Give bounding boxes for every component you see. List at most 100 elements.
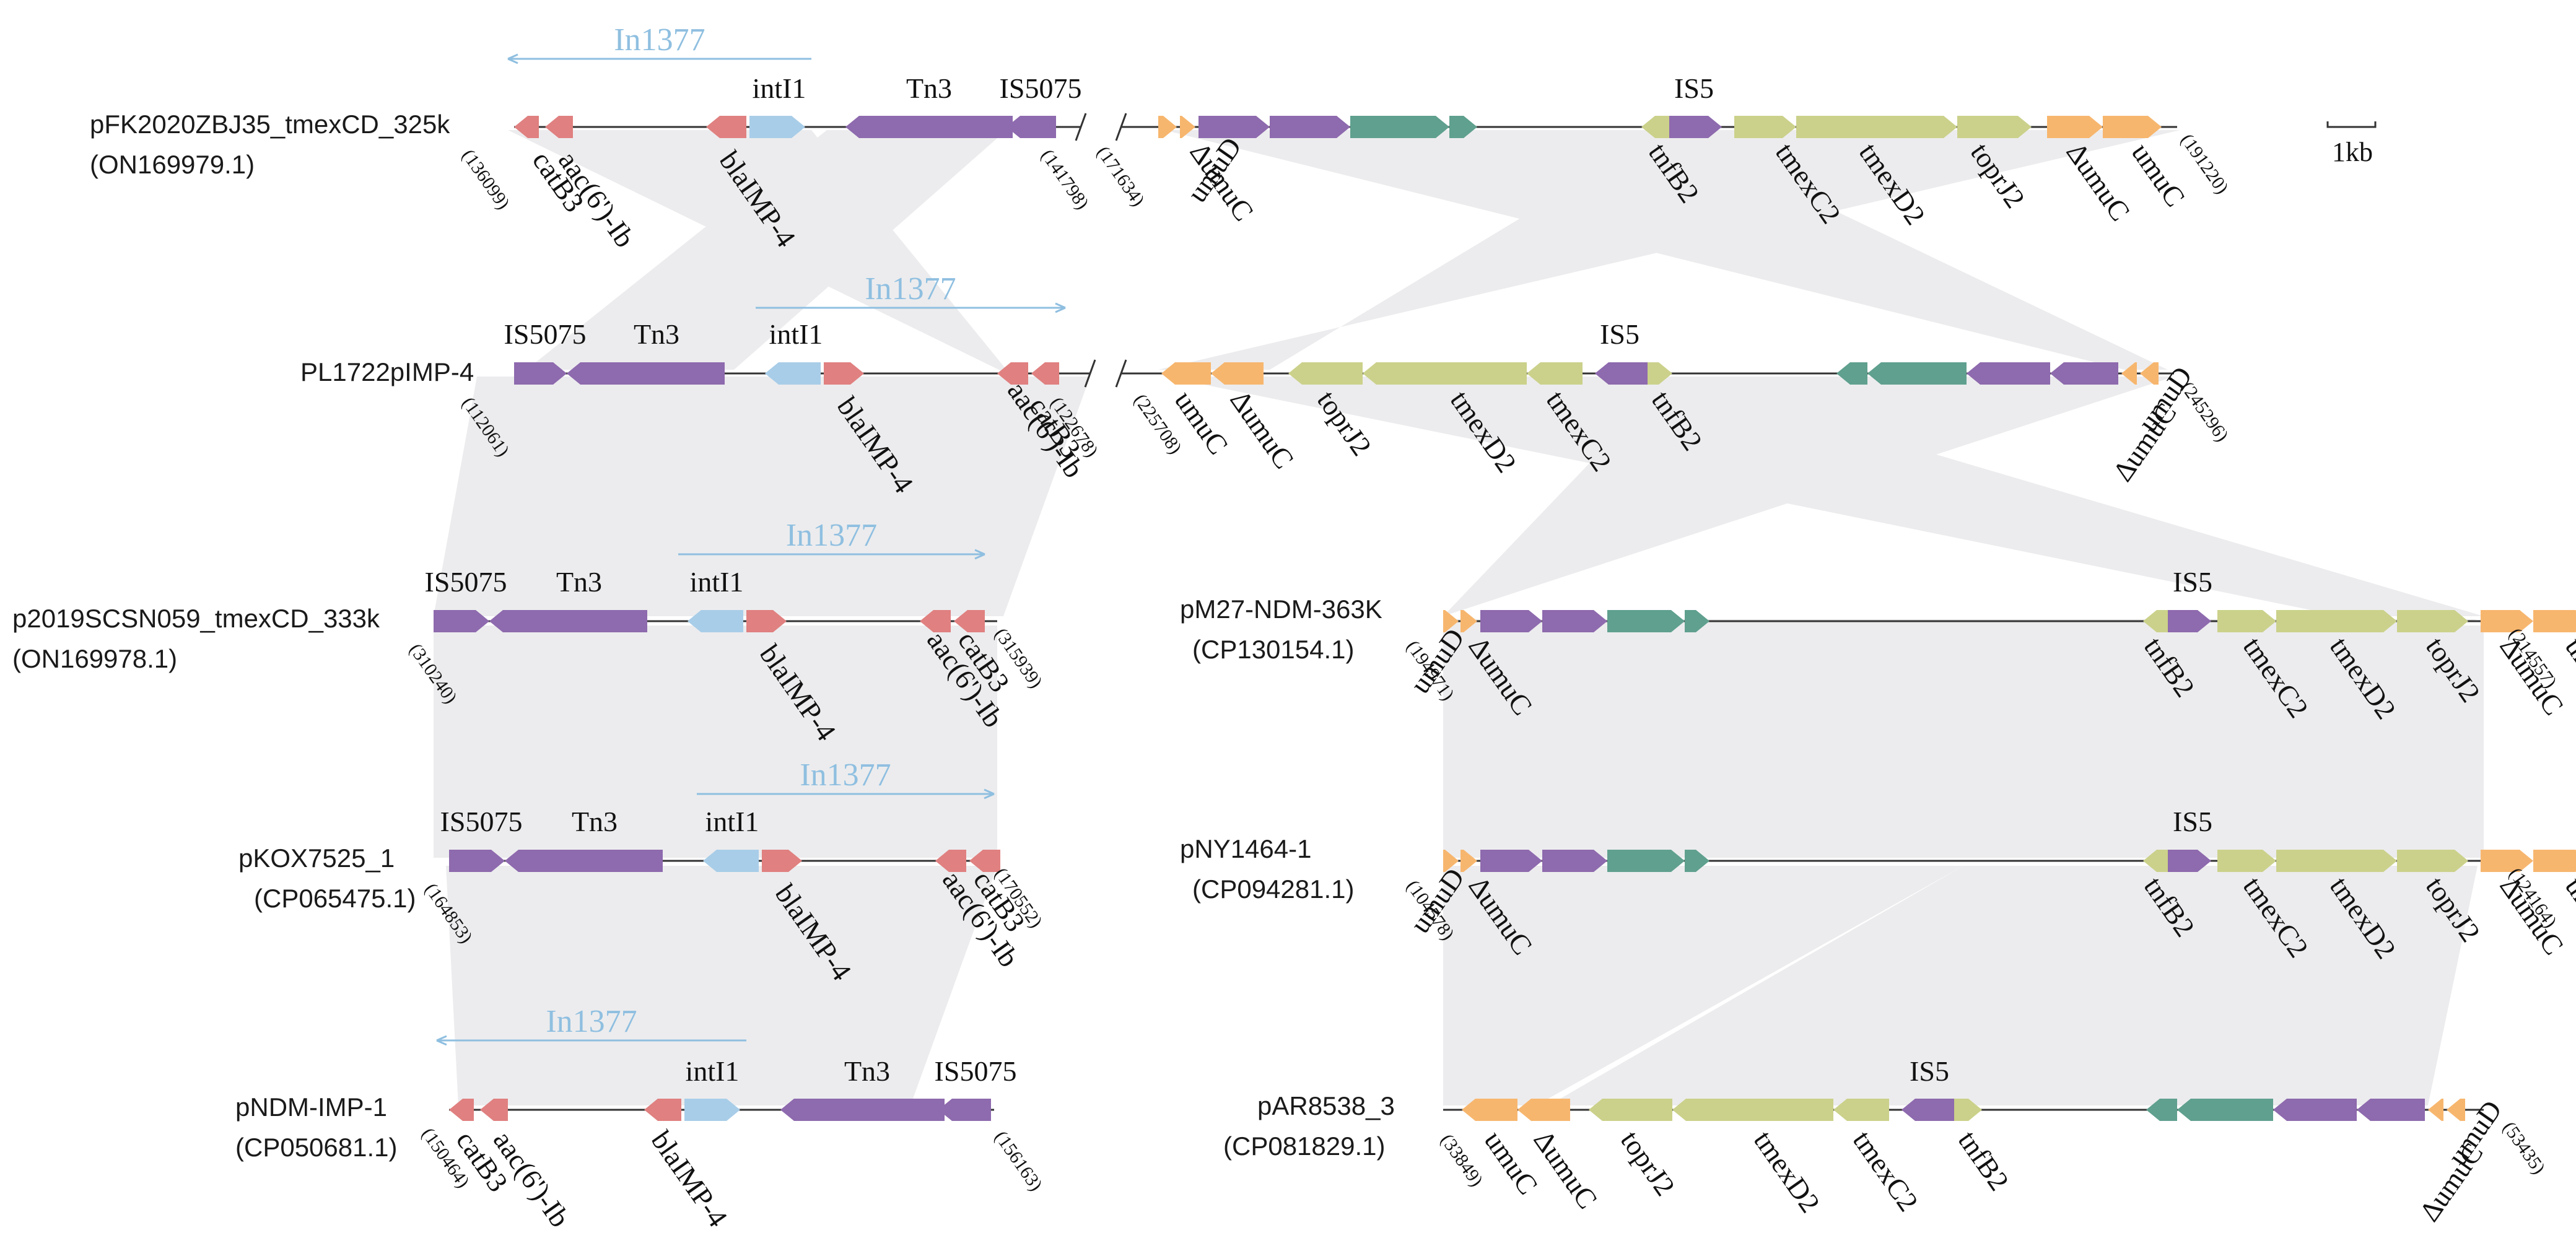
row1-blaIMP4-gene <box>706 116 746 138</box>
rrow3-is5-label: IS5 <box>2173 566 2212 598</box>
row2-plasmid-name: PL1722pIMP-4 <box>300 357 474 386</box>
row4-is5075-label: IS5075 <box>440 806 523 837</box>
row1-coord-end: (141798) <box>1037 146 1093 213</box>
row2-in1377-label: In1377 <box>865 271 956 307</box>
rrow5-plasmid-name: pAR8538_3 <box>1257 1091 1395 1120</box>
row2-intI1-gene <box>765 362 821 385</box>
homology-shade-R4b <box>1548 866 2478 1105</box>
row5-is5075-gene <box>938 1099 991 1121</box>
homology-shade-L4b <box>446 866 991 1105</box>
row5-plasmid-accession: (CP050681.1) <box>235 1133 398 1162</box>
rrow5-coord-end: (53435) <box>2499 1118 2549 1178</box>
rrow3-tmexC2-gene <box>2217 610 2276 632</box>
rrow2-dumuC2-gene <box>2121 362 2137 385</box>
rrow4-tn-gene-1 <box>1480 850 1542 872</box>
rrow2-coord-end: (245296) <box>2177 378 2232 445</box>
scale-bar <box>2326 121 2377 128</box>
row4-aac-gene <box>935 850 966 872</box>
rrow4-dumuC-gene <box>1460 850 1477 872</box>
rrow1-teal-gene-2 <box>1449 116 1477 138</box>
row5-in1377-arrowhead <box>436 1035 447 1046</box>
rrow4-plasmid-accession: (CP094281.1) <box>1192 874 1355 904</box>
homology-shade-R4a <box>1443 866 1963 1105</box>
rrow4-plasmid-name: pNY1464-1 <box>1180 834 1311 863</box>
row4-plasmid-name: pKOX7525_1 <box>238 843 395 873</box>
rrow2-umuC-gene <box>1161 362 1211 385</box>
rrow3-tnfB2-gene <box>2143 610 2168 632</box>
homology-shade-L2 <box>434 377 1090 616</box>
row3-tn3-label: Tn3 <box>556 566 602 598</box>
row3-plasmid-name: p2019SCSN059_tmexCD_333k <box>12 604 380 633</box>
rrow1-umuD-gene <box>1158 116 1177 138</box>
rrow5-toprJ2-gene <box>1589 1099 1672 1121</box>
row1-plasmid-accession: (ON169979.1) <box>90 150 255 179</box>
rrow4-tmexC2-gene <box>2217 850 2276 872</box>
rrow4-dumuC2-gene <box>2481 850 2533 872</box>
row4-in1377-label: In1377 <box>800 757 891 793</box>
homology-shade-R3 <box>1443 626 2484 858</box>
rrow4-is5-label: IS5 <box>2173 806 2212 837</box>
rrow3-umuC-gene <box>2533 610 2576 632</box>
row3-catB3-gene <box>954 610 985 632</box>
row4-blaIMP4-gene <box>762 850 802 872</box>
rrow4-umuD-gene <box>1443 850 1459 872</box>
row1-break-left <box>1075 113 1087 141</box>
row5-tn3-gene <box>780 1099 945 1121</box>
row3-tn3-gene <box>489 610 647 632</box>
rrow1-coord-start: (171634) <box>1093 142 1148 210</box>
row1-intI1-label: intI1 <box>753 72 806 104</box>
rrow3-plasmid-name: pM27-NDM-363K <box>1180 595 1382 624</box>
rrow1-tn-gene-1 <box>1198 116 1270 138</box>
rrow1-tn-gene-2 <box>1270 116 1350 138</box>
row4-catB3-gene <box>969 850 1000 872</box>
row3-is5075-label: IS5075 <box>425 566 507 598</box>
row2-intI1-label: intI1 <box>769 318 823 350</box>
rrow2-tmexC2-gene <box>1527 362 1583 385</box>
row1-is5075-gene <box>1006 116 1056 138</box>
rrow3-tmexD2-gene <box>2276 610 2397 632</box>
row3-plasmid-accession: (ON169978.1) <box>12 644 177 673</box>
row1-in1377-label: In1377 <box>614 22 705 58</box>
rrow1-is5-gene <box>1669 116 1722 138</box>
rrow5-tmexD2-gene <box>1672 1099 1833 1121</box>
row1-plasmid-name: pFK2020ZBJ35_tmexCD_325k <box>90 110 450 139</box>
rrow4-teal-gene-2 <box>1685 850 1709 872</box>
row1-in1377-arrowhead <box>507 53 518 64</box>
rrow5-tmexC2-gene <box>1833 1099 1889 1121</box>
rrow3-plasmid-accession: (CP130154.1) <box>1192 635 1355 664</box>
rrow2-tmexD2-gene <box>1363 362 1527 385</box>
rrow2-is5-label: IS5 <box>1600 318 1639 350</box>
row5-intI1-label: intI1 <box>686 1055 740 1087</box>
rrow5-tnfB2-label: tnfB2 <box>1952 1125 2015 1196</box>
rrow2-tn-gene-2 <box>1967 362 2050 385</box>
rrow5-teal-gene-1 <box>2177 1099 2273 1121</box>
rrow1-dumuC2-gene <box>2047 116 2103 138</box>
homology-shade-L3 <box>434 626 997 858</box>
rrow5-tmexC2-label: tmexC2 <box>1847 1125 1924 1217</box>
rrow3-tn-gene-2 <box>1542 610 1607 632</box>
rrow5-plasmid-accession: (CP081829.1) <box>1223 1131 1386 1161</box>
row3-in1377-label: In1377 <box>786 518 877 553</box>
rrow1-umuC-gene <box>2103 116 2162 138</box>
rrow4-is5-gene <box>2168 850 2211 872</box>
rrow3-teal-gene-1 <box>1607 610 1685 632</box>
rrow2-dumuC-gene <box>1211 362 1264 385</box>
rrow1-tmexC2-gene <box>1734 116 1796 138</box>
row3-in1377-arrowhead <box>974 549 985 560</box>
rrow1-is5-label: IS5 <box>1674 72 1714 104</box>
row2-tn3-gene <box>567 362 725 385</box>
rrow2-teal-gene-1 <box>1867 362 1967 385</box>
row2-tn3-label: Tn3 <box>634 318 679 350</box>
rrow4-tmexD2-gene <box>2276 850 2397 872</box>
homology-shade-R2a <box>1164 377 2484 616</box>
rrow5-tn-gene-2 <box>2273 1099 2357 1121</box>
rrow5-umuC-label: umuC <box>1478 1125 1544 1200</box>
rrow4-toprJ2-gene <box>2397 850 2468 872</box>
row3-is5075-gene <box>434 610 489 632</box>
rrow4-umuC-gene <box>2533 850 2576 872</box>
rrow5-tnfB2-gene <box>1954 1099 1982 1121</box>
rrow3-dumuC-gene <box>1460 610 1477 632</box>
rrow4-tn-gene-2 <box>1542 850 1607 872</box>
row5-blaIMP4-gene <box>644 1099 681 1121</box>
row4-intI1-label: intI1 <box>705 806 759 837</box>
